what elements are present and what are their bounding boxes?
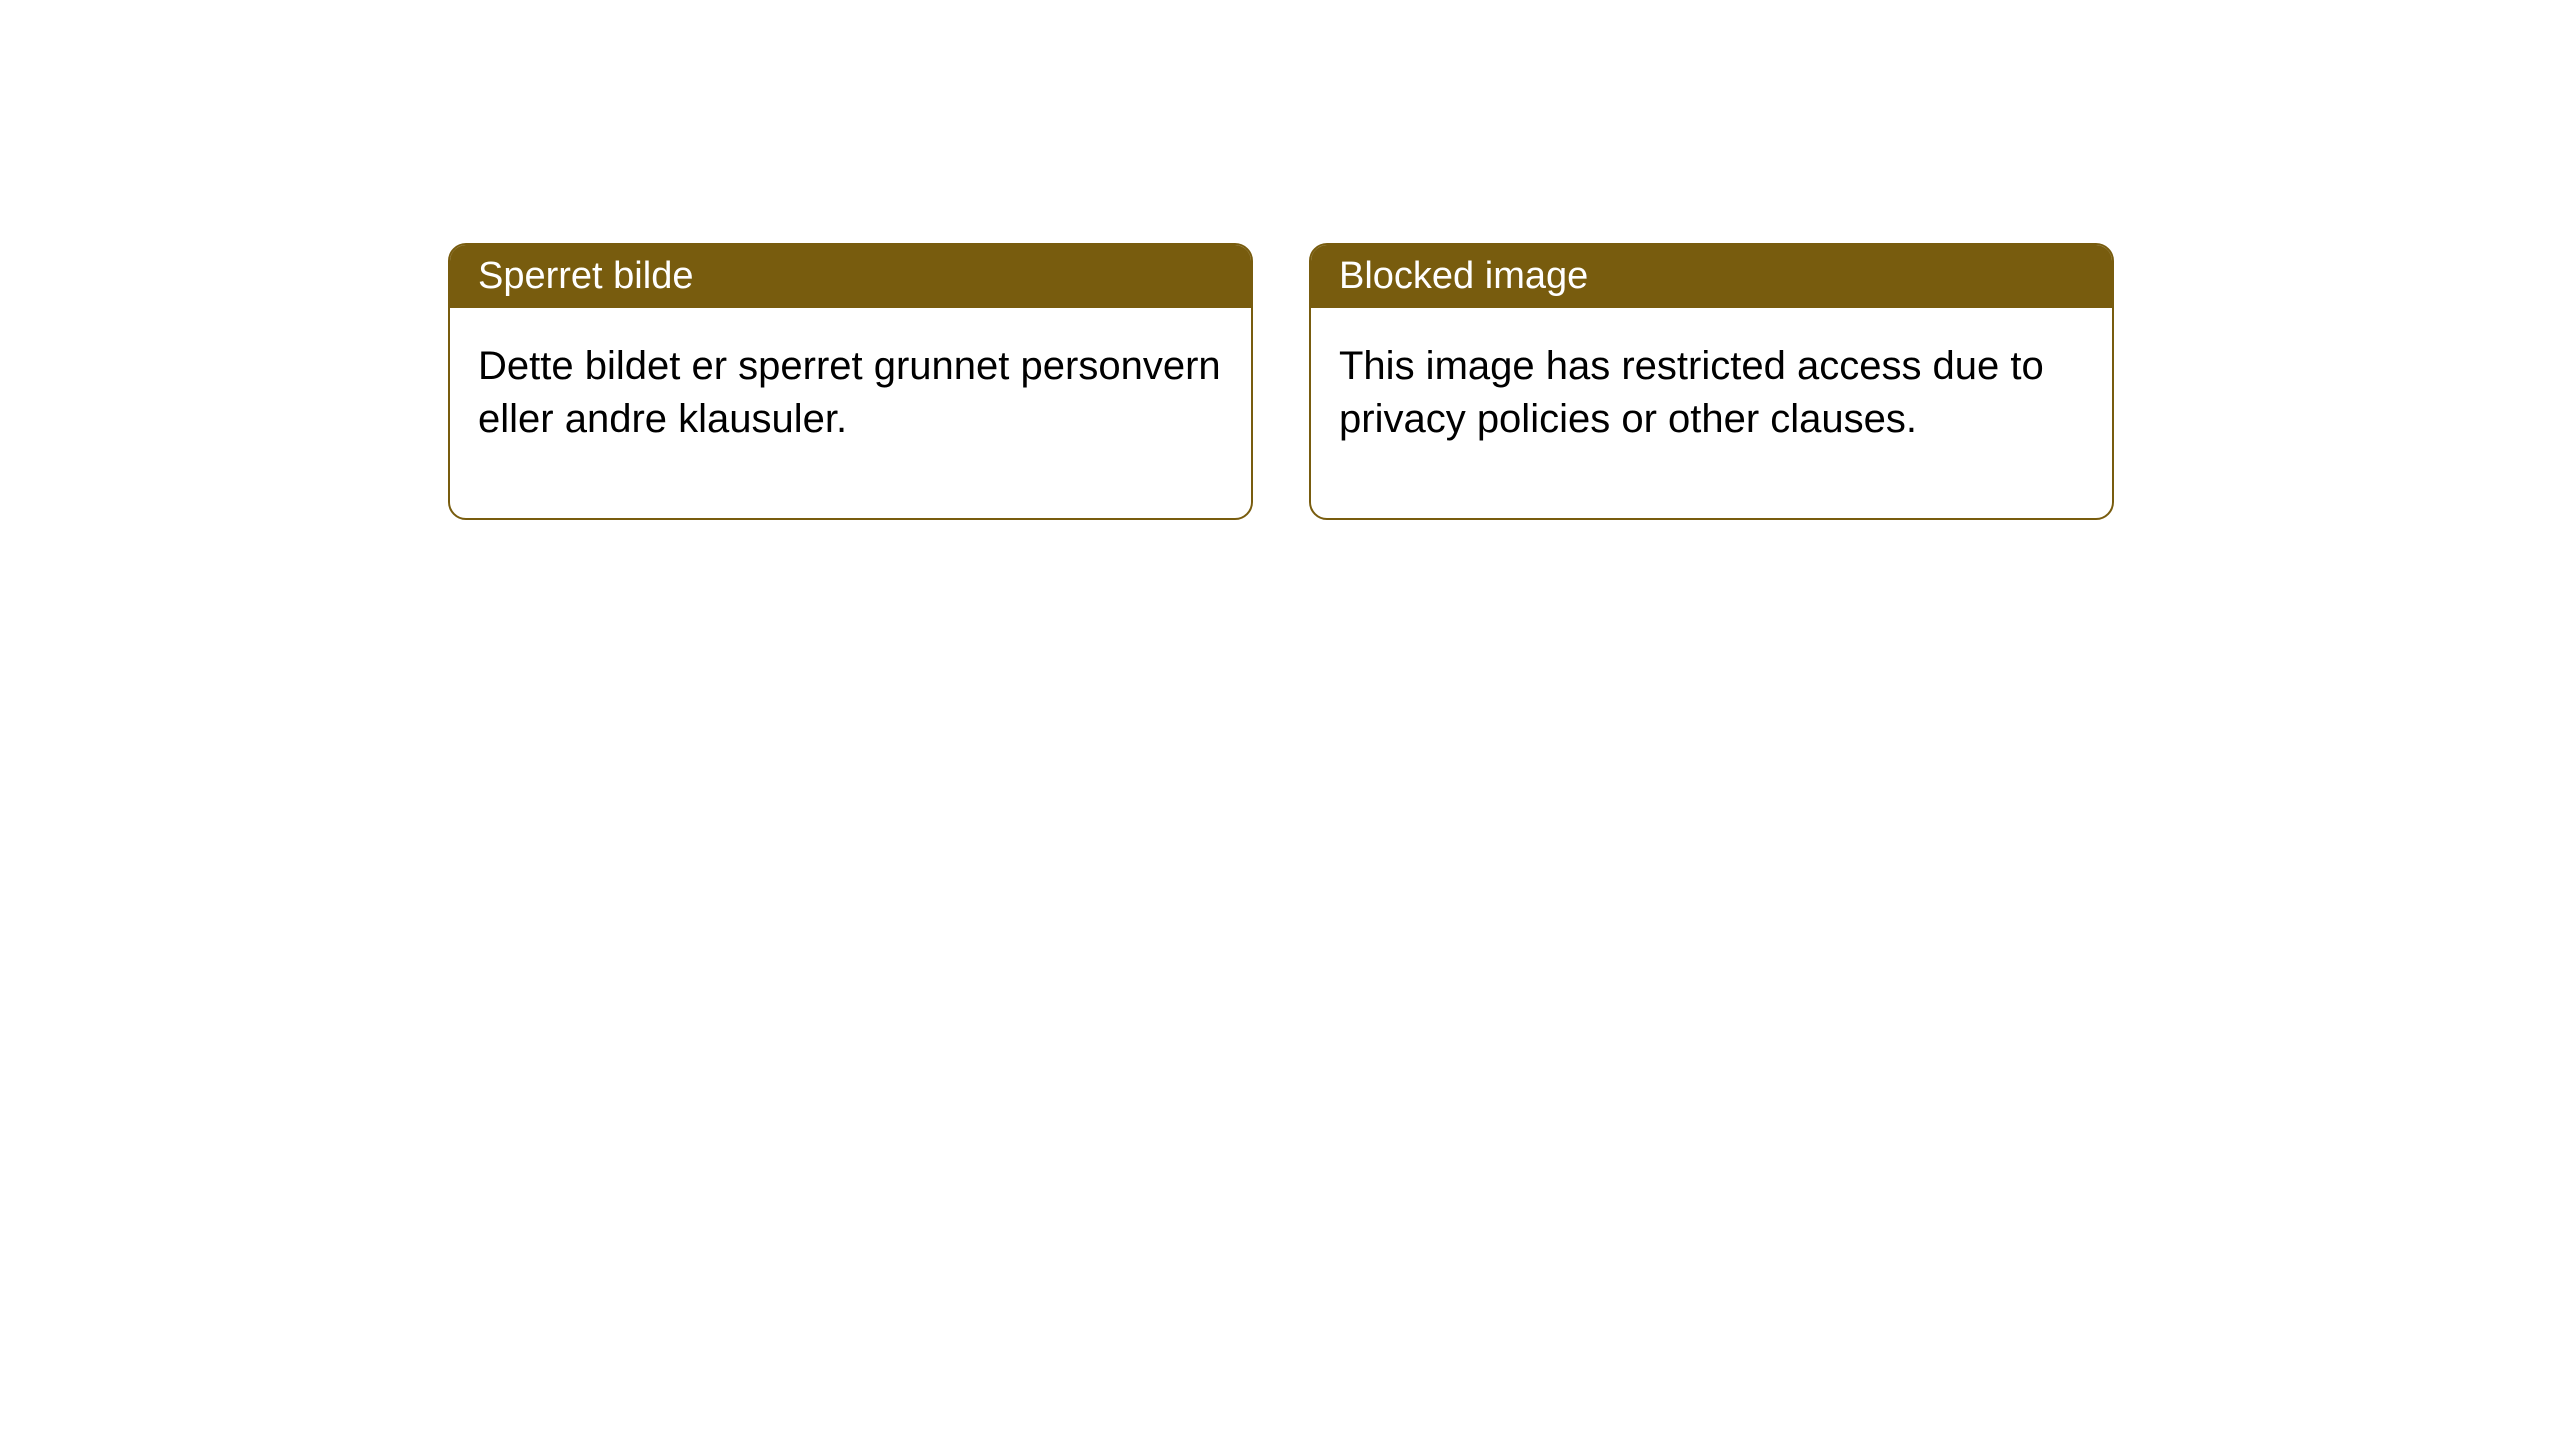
notice-body: Dette bildet er sperret grunnet personve… (450, 308, 1251, 518)
notice-header: Sperret bilde (450, 245, 1251, 308)
notice-card-english: Blocked image This image has restricted … (1309, 243, 2114, 520)
notice-card-norwegian: Sperret bilde Dette bildet er sperret gr… (448, 243, 1253, 520)
notice-body-text: This image has restricted access due to … (1339, 344, 2044, 441)
notice-container: Sperret bilde Dette bildet er sperret gr… (0, 0, 2560, 520)
notice-title: Sperret bilde (478, 255, 693, 297)
notice-title: Blocked image (1339, 255, 1588, 297)
notice-header: Blocked image (1311, 245, 2112, 308)
notice-body: This image has restricted access due to … (1311, 308, 2112, 518)
notice-body-text: Dette bildet er sperret grunnet personve… (478, 344, 1221, 441)
